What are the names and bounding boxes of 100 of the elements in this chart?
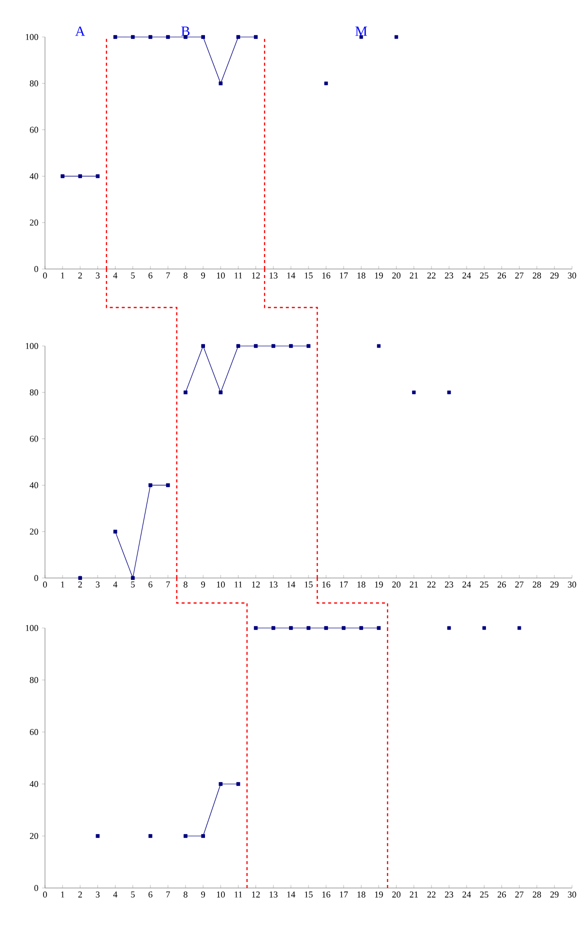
x-tick-label: 22: [427, 582, 436, 588]
y-tick-label: 40: [30, 780, 38, 788]
x-tick-label: 28: [532, 582, 542, 588]
x-tick-label: 17: [340, 272, 348, 278]
x-tick-label: 14: [287, 582, 296, 588]
y-tick-label: 60: [30, 436, 38, 442]
x-tick-label: 3: [96, 272, 100, 279]
x-tick-label: 27: [515, 582, 524, 588]
x-tick-label: 1: [61, 892, 64, 898]
x-tick-label: 27: [515, 892, 524, 898]
x-tick-label: 6: [148, 582, 152, 588]
x-tick-label: 19: [375, 582, 383, 588]
x-tick-label: 11: [234, 272, 242, 278]
x-tick-label: 29: [550, 892, 559, 898]
x-tick-label: 2: [78, 582, 82, 588]
x-tick-label: 18: [358, 272, 366, 279]
x-tick-label: 12: [252, 892, 260, 898]
y-tick-label: 60: [30, 728, 38, 736]
y-tick-label: 100: [26, 34, 38, 40]
y-tick-label: 100: [26, 624, 38, 632]
x-tick-label: 21: [410, 582, 418, 588]
x-tick-label: 16: [322, 272, 330, 279]
y-tick-label: 0: [34, 884, 38, 892]
x-tick-label: 25: [480, 582, 488, 588]
x-tick-label: 5: [131, 272, 135, 278]
x-tick-label: 12: [252, 272, 260, 278]
x-tick-label: 9: [201, 272, 206, 279]
x-tick-label: 13: [270, 272, 278, 279]
x-tick-label: 30: [568, 582, 576, 588]
x-tick-label: 22: [427, 272, 436, 278]
x-tick-label: 30: [568, 892, 576, 898]
y-tick-label: 20: [30, 220, 38, 226]
x-tick-label: 25: [480, 272, 488, 279]
x-tick-label: 15: [304, 272, 313, 279]
x-tick-label: 8: [184, 892, 188, 898]
x-tick-label: 18: [358, 582, 366, 588]
x-tick-label: 18: [358, 892, 366, 898]
x-tick-label: 14: [287, 892, 296, 898]
x-tick-label: 19: [375, 272, 383, 279]
x-tick-label: 24: [462, 582, 472, 588]
text: M: [356, 26, 368, 36]
x-tick-label: 21: [410, 892, 418, 898]
x-tick-label: 6: [148, 272, 152, 279]
x-tick-label: 13: [270, 582, 278, 588]
x-tick-label: 8: [184, 272, 188, 279]
x-tick-label: 8: [184, 582, 188, 588]
x-tick-label: 26: [498, 272, 506, 279]
y-tick-label: 60: [30, 126, 38, 133]
y-tick-label: 0: [34, 266, 38, 272]
x-tick-label: 28: [532, 272, 542, 279]
x-tick-label: 15: [304, 582, 313, 588]
x-tick-label: 0: [43, 582, 47, 588]
x-tick-label: 19: [375, 892, 383, 898]
x-tick-label: 11: [234, 582, 242, 588]
x-tick-label: 16: [322, 582, 330, 588]
x-tick-label: 2: [78, 272, 82, 278]
x-tick-label: 10: [217, 582, 225, 588]
x-tick-label: 12: [252, 582, 260, 588]
x-tick-label: 16: [322, 892, 330, 898]
x-tick-label: 23: [445, 582, 454, 588]
x-tick-label: 20: [392, 892, 401, 898]
y-tick-label: 40: [30, 173, 38, 180]
x-tick-label: 17: [340, 892, 348, 898]
x-tick-label: 28: [532, 892, 542, 898]
x-tick-label: 4: [113, 582, 118, 588]
x-tick-label: 3: [96, 892, 100, 898]
x-tick-label: 0: [43, 892, 47, 898]
x-tick-label: 14: [287, 272, 296, 278]
x-tick-label: 10: [217, 892, 225, 898]
y-tick-label: 80: [30, 80, 38, 86]
x-tick-label: 2: [78, 892, 82, 898]
x-tick-label: 25: [480, 892, 488, 898]
x-tick-label: 4: [113, 892, 118, 898]
x-tick-label: 1: [61, 272, 64, 278]
x-tick-label: 5: [131, 582, 135, 588]
x-tick-label: 29: [550, 272, 559, 279]
text: B: [181, 26, 190, 36]
x-tick-label: 1: [61, 582, 64, 588]
x-tick-label: 9: [201, 582, 206, 588]
x-tick-label: 22: [427, 892, 436, 898]
x-tick-label: 10: [217, 272, 225, 279]
x-tick-label: 7: [166, 272, 170, 278]
text: A: [75, 26, 86, 36]
y-tick-label: 80: [30, 389, 38, 396]
x-tick-label: 4: [113, 272, 118, 278]
x-tick-label: 13: [270, 892, 278, 898]
y-tick-label: 40: [30, 482, 38, 488]
x-tick-label: 9: [201, 892, 206, 898]
x-tick-label: 24: [462, 272, 472, 278]
x-tick-label: 21: [410, 272, 418, 278]
y-tick-label: 100: [26, 342, 38, 350]
x-tick-label: 5: [131, 892, 135, 898]
y-tick-label: 0: [34, 574, 38, 582]
y-tick-label: 20: [30, 528, 38, 535]
x-tick-label: 23: [445, 272, 454, 279]
x-tick-label: 27: [515, 272, 524, 278]
x-tick-label: 6: [148, 892, 152, 898]
x-tick-label: 15: [304, 892, 313, 898]
x-tick-label: 17: [340, 582, 348, 588]
x-tick-label: 29: [550, 582, 559, 588]
